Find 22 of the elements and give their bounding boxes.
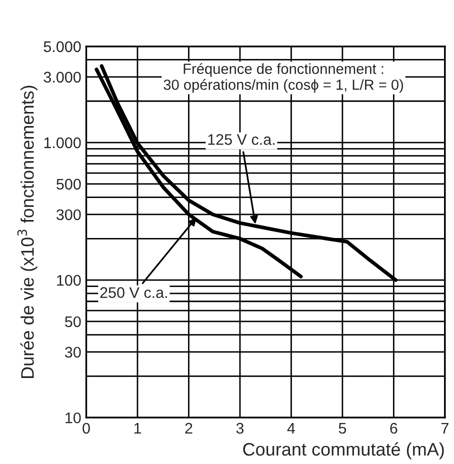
x-tick-label: 6 bbox=[390, 422, 398, 434]
y-tick-label: 10 bbox=[66, 412, 81, 424]
x-tick-label: 0 bbox=[82, 422, 90, 434]
y-axis-title: Durée de vie (x10$^{3}$ fonctionnements) bbox=[17, 86, 38, 378]
annotation: Fréquence de fonctionnement : 30 opérations/min (cosϕ = 1, L/R = 0) bbox=[164, 63, 404, 93]
y-tick-label: 1.000 bbox=[44, 137, 81, 148]
y-tick-label: 100 bbox=[57, 274, 81, 286]
y-tick-label: 3.000 bbox=[44, 72, 81, 83]
annotation: 125 V c.a. bbox=[208, 134, 274, 145]
x-tick-label: 5 bbox=[338, 423, 346, 434]
x-tick-label: 4 bbox=[287, 423, 296, 434]
y-tick-label: 50 bbox=[65, 316, 81, 328]
y-tick-label: 500 bbox=[56, 178, 81, 190]
y-tick-label: 5.000 bbox=[44, 41, 81, 52]
y-tick-label: 300 bbox=[56, 209, 81, 220]
annotation: 250 V c.a. bbox=[100, 287, 167, 298]
x-tick-label: 3 bbox=[236, 422, 244, 434]
x-axis-title: Courant commutaté (mA) bbox=[243, 442, 444, 460]
y-tick-label: 30 bbox=[64, 346, 81, 358]
x-tick-label: 1 bbox=[134, 423, 141, 434]
x-tick-label: 2 bbox=[185, 422, 192, 434]
x-tick-label: 7 bbox=[441, 423, 448, 434]
